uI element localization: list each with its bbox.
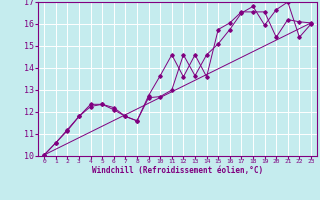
X-axis label: Windchill (Refroidissement éolien,°C): Windchill (Refroidissement éolien,°C) xyxy=(92,166,263,175)
